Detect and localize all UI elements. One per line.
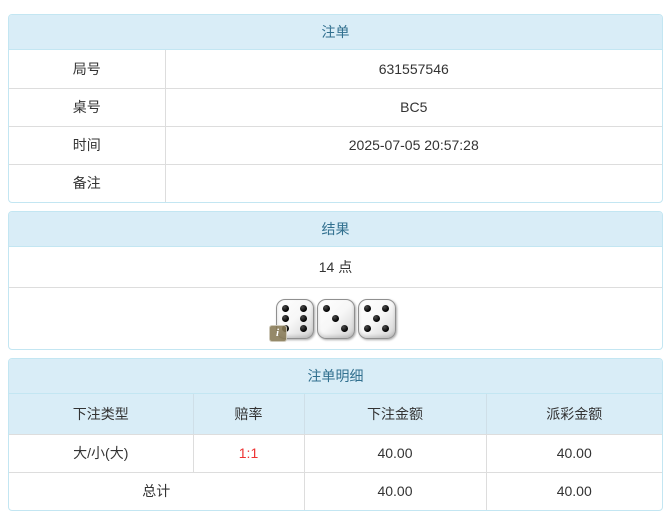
table-row: 桌号 BC5 (9, 87, 662, 126)
table-header-row: 下注类型 赔率 下注金额 派彩金额 (9, 394, 662, 435)
die-3-value-5 (357, 298, 396, 339)
table-row: 备注 (9, 163, 662, 202)
row-value-table-number: BC5 (165, 87, 662, 126)
die-pip (322, 305, 330, 312)
die-pip (300, 305, 308, 312)
cell-bet-type: 大/小(大) (73, 445, 129, 461)
bet-details-panel-title: 注单明细 (9, 359, 662, 394)
result-panel-title: 结果 (9, 212, 662, 247)
bet-order-panel-title: 注单 (9, 15, 662, 50)
row-value-remark (165, 163, 662, 202)
bet-details-panel: 注单明细 下注类型 赔率 下注金额 派彩金额 大/小(大) 1:1 40.00 … (8, 358, 663, 511)
total-label: 总计 (9, 471, 304, 510)
row-label-remark: 备注 (9, 163, 166, 202)
die-pip (372, 315, 380, 322)
bet-order-panel: 注单 局号 631557546 桌号 BC5 时间 2025-07-05 20:… (8, 14, 663, 203)
column-header-odds: 赔率 (192, 394, 304, 435)
total-bet-amount: 40.00 (303, 471, 486, 510)
bet-order-table: 局号 631557546 桌号 BC5 时间 2025-07-05 20:57:… (9, 50, 662, 202)
row-value-round-number: 631557546 (378, 60, 449, 77)
die-pip (331, 315, 339, 322)
die-pip (363, 305, 371, 312)
row-value-time: 2025-07-05 20:57:28 (165, 125, 662, 164)
column-header-bet-type: 下注类型 (9, 394, 193, 435)
column-header-bet-amount: 下注金额 (303, 394, 486, 435)
die-pip (300, 325, 308, 332)
total-payout-amount: 40.00 (485, 471, 662, 510)
die-pip (341, 325, 349, 332)
row-label-time: 时间 (9, 125, 166, 164)
die-2-value-3 (316, 298, 355, 339)
result-panel: 结果 14 点 i (8, 211, 663, 350)
cell-bet-amount: 40.00 (303, 434, 486, 472)
result-points: 14 点 (9, 247, 662, 288)
die-pip (281, 315, 289, 322)
die-pip (363, 325, 371, 332)
die-pip (382, 325, 390, 332)
row-label-table-number: 桌号 (9, 87, 166, 126)
die-1-value-6: i (268, 298, 314, 342)
total-row: 总计 40.00 40.00 (9, 471, 662, 510)
dice-group: i (9, 288, 662, 349)
table-row: 时间 2025-07-05 20:57:28 (9, 125, 662, 164)
row-label-round-number: 局号 (9, 50, 166, 88)
bet-details-table: 下注类型 赔率 下注金额 派彩金额 大/小(大) 1:1 40.00 40.00… (9, 394, 662, 510)
column-header-payout-amount: 派彩金额 (485, 394, 662, 435)
dice-info-icon[interactable]: i (268, 324, 287, 342)
die-pip (382, 305, 390, 312)
die-pip (300, 315, 308, 322)
die-pip (281, 305, 289, 312)
cell-odds: 1:1 (192, 434, 304, 472)
cell-payout-amount: 40.00 (485, 434, 662, 472)
table-row: 大/小(大) 1:1 40.00 40.00 (9, 434, 662, 472)
table-row: 局号 631557546 (9, 50, 662, 88)
